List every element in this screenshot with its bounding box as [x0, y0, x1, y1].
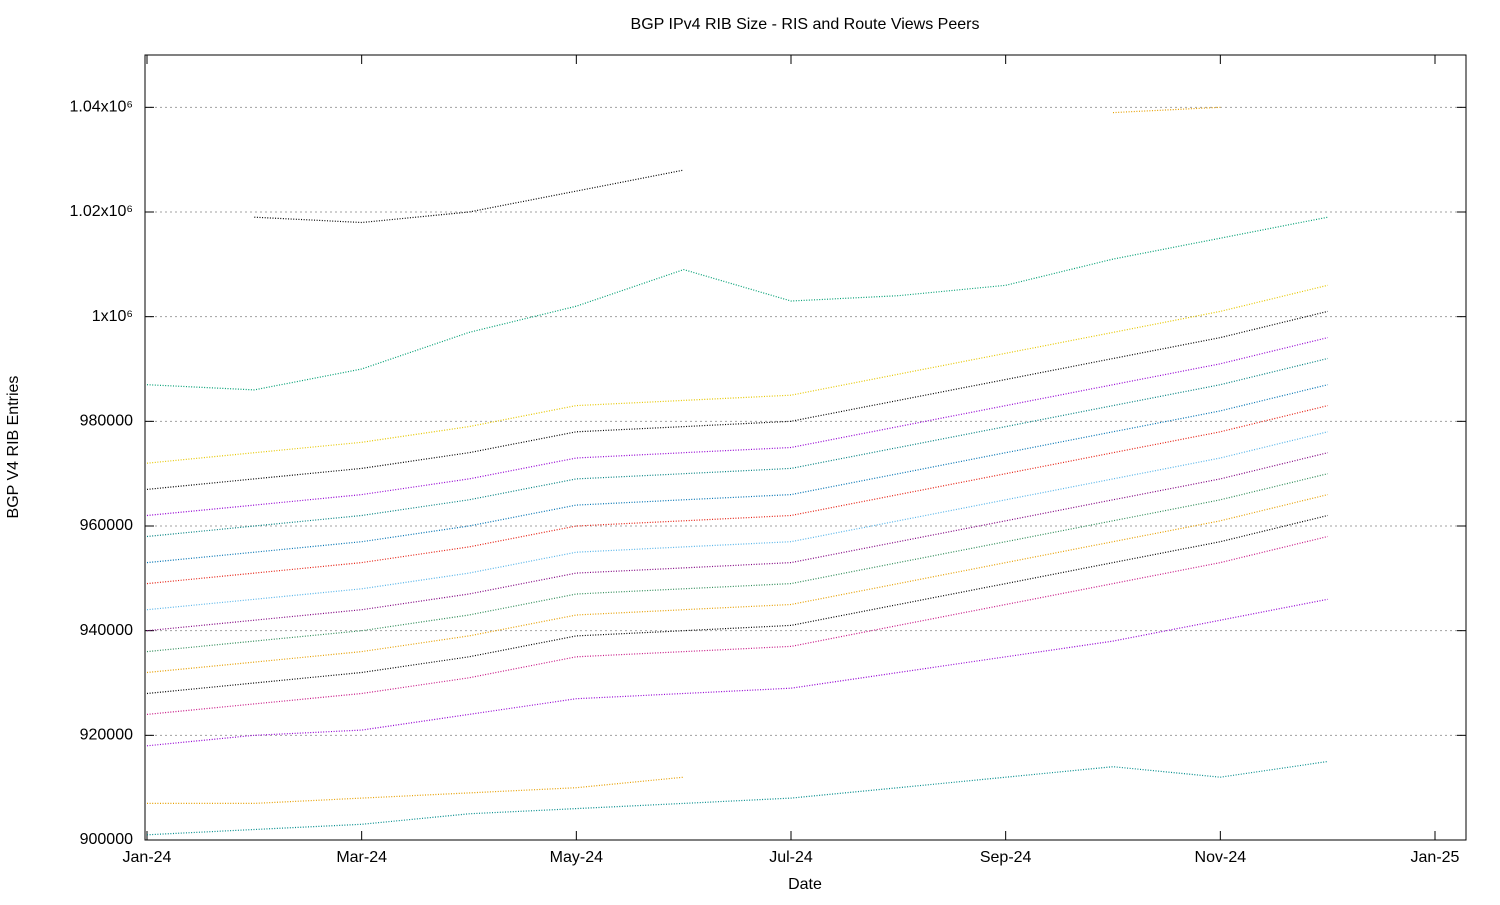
series-line	[146, 284, 1328, 464]
series-line	[146, 337, 1328, 517]
plot-frame	[144, 54, 1467, 841]
y-tick-label: 900000	[80, 831, 133, 848]
x-tick-label: Jan-25	[1411, 849, 1460, 866]
y-tick-label: 940000	[80, 622, 133, 639]
x-tick-label: Jul-24	[769, 849, 813, 866]
series-line	[146, 431, 1328, 611]
series-line	[146, 494, 1328, 674]
y-tick-label: 1.02x10⁶	[69, 203, 133, 220]
series-line	[146, 473, 1328, 653]
series-line	[146, 514, 1328, 695]
series-line	[146, 310, 1328, 490]
y-tick-label: 1x10⁶	[92, 308, 133, 325]
x-tick-label: Nov-24	[1195, 849, 1247, 866]
series-line	[146, 535, 1328, 715]
y-tick-label: 960000	[80, 517, 133, 534]
series-line	[146, 405, 1328, 585]
x-tick-label: Jan-24	[123, 849, 172, 866]
x-tick-label: May-24	[550, 849, 603, 866]
x-tick-label: Mar-24	[336, 849, 387, 866]
x-axis-label: Date	[788, 876, 822, 893]
series-line	[146, 384, 1328, 564]
y-tick-label: 1.04x10⁶	[69, 99, 133, 116]
chart-title: BGP IPv4 RIB Size - RIS and Route Views …	[631, 16, 980, 33]
y-axis-label: BGP V4 RIB Entries	[5, 376, 22, 519]
series-line	[146, 357, 1328, 538]
series-line	[147, 776, 684, 804]
series-line	[146, 452, 1328, 632]
y-tick-label: 980000	[80, 413, 133, 430]
x-tick-label: Sep-24	[980, 849, 1032, 866]
series-line	[146, 598, 1328, 747]
y-tick-label: 920000	[80, 727, 133, 744]
